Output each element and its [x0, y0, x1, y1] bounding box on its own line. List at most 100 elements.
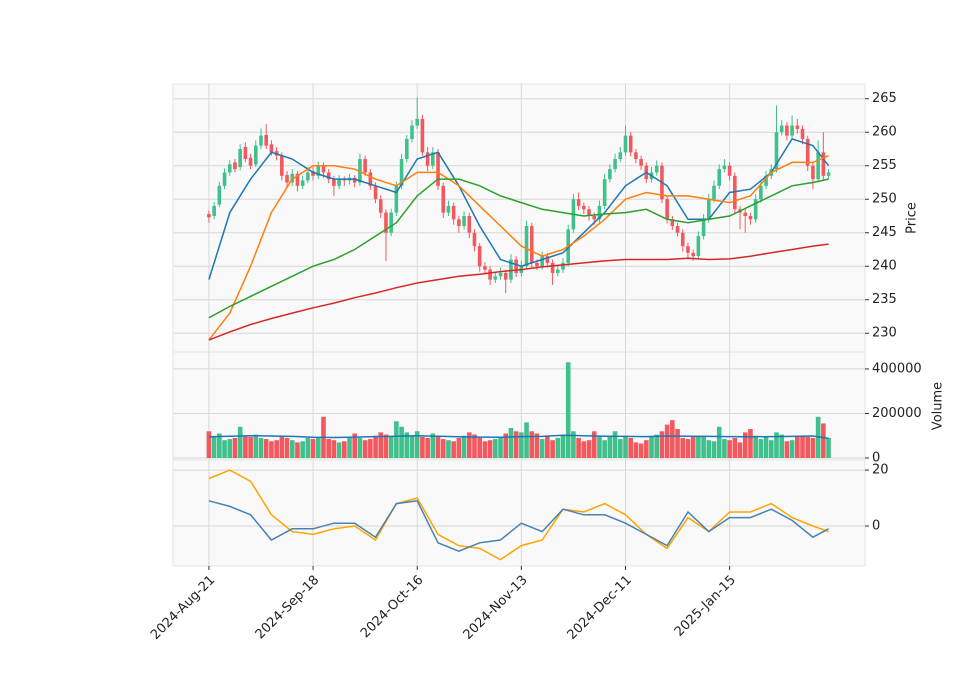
candle-body: [597, 205, 602, 220]
candle-body: [373, 185, 378, 200]
line-series: [208, 469, 829, 561]
volume-bar: [394, 421, 399, 458]
candle-body: [670, 219, 675, 227]
volume-bar: [352, 433, 358, 458]
candle-body: [425, 152, 430, 166]
candle-body: [269, 144, 274, 153]
candle-body: [295, 173, 300, 186]
candle-body: [259, 135, 263, 146]
candle-body: [410, 125, 414, 139]
candle-body: [691, 252, 695, 257]
candle-body: [321, 165, 326, 173]
volume-bar: [357, 437, 363, 458]
volume-bar: [784, 441, 790, 458]
candle-body: [759, 185, 763, 200]
volume-bar: [409, 435, 415, 458]
volume-bar: [602, 440, 607, 458]
volume-bar: [555, 437, 561, 458]
volume-bar: [560, 435, 566, 458]
volume-bar: [649, 436, 654, 458]
volume-bar: [565, 362, 571, 458]
candle-body: [785, 125, 789, 136]
volume-bar: [295, 442, 300, 458]
candle-body: [503, 272, 508, 280]
y-tick-label: 250: [872, 192, 897, 207]
panel-background: [172, 83, 866, 353]
volume-bar: [753, 435, 758, 458]
candle-body: [576, 199, 581, 206]
volume-bar: [768, 440, 774, 458]
candle-body: [212, 205, 216, 216]
volume-bar: [336, 442, 342, 458]
volume-bar: [727, 440, 732, 458]
candle-body: [446, 205, 451, 213]
y-axis-label: Volume: [931, 382, 946, 430]
volume-bar: [534, 433, 540, 458]
volume-bar: [513, 431, 519, 458]
volume-bar: [493, 439, 498, 458]
candle-body: [404, 138, 409, 160]
candle-body: [587, 209, 591, 216]
volume-bar: [425, 437, 430, 458]
y-tick-label: 260: [872, 125, 897, 140]
volume-bar: [430, 433, 436, 458]
candle-body: [477, 246, 482, 267]
y-tick-label: 0: [872, 519, 880, 534]
candle-body: [665, 199, 669, 220]
candle-body: [795, 125, 800, 129]
candle-body: [498, 272, 503, 277]
candle-body: [524, 226, 529, 267]
candle-body: [602, 179, 607, 206]
candle-body: [706, 199, 711, 220]
y-tick-label: 400000: [872, 361, 922, 376]
candle-body: [462, 215, 466, 227]
candle-body: [493, 276, 498, 280]
volume-bar: [675, 429, 680, 458]
volume-bar: [435, 436, 441, 458]
candle-body: [227, 164, 232, 173]
y-tick-label: 235: [872, 292, 897, 307]
volume-bar: [383, 434, 389, 458]
volume-bar: [440, 439, 446, 458]
volume-bar: [519, 432, 524, 458]
x-tick-label: 2024-Aug-21: [148, 573, 218, 643]
volume-bar: [217, 433, 222, 458]
candle-body: [654, 165, 659, 173]
volume-bar: [420, 436, 425, 458]
volume-bar: [591, 431, 597, 458]
volume-bar: [763, 436, 769, 458]
candle-body: [764, 175, 768, 186]
volume-bar: [539, 439, 545, 458]
candle-body: [540, 256, 544, 267]
candle-body: [436, 152, 440, 186]
volume-bar: [263, 439, 269, 458]
volume-bar: [638, 443, 644, 458]
line-series: [208, 155, 829, 341]
volume-bar: [211, 436, 217, 458]
candle-body: [618, 152, 623, 160]
line-series: [208, 243, 829, 341]
line-series: [208, 138, 830, 280]
volume-bar: [706, 440, 712, 458]
volume-bar: [274, 440, 279, 458]
volume-bar: [795, 436, 800, 458]
candle-body: [441, 185, 446, 213]
panel-background: [172, 459, 866, 567]
volume-bar: [289, 440, 295, 458]
candle-body: [634, 152, 638, 160]
candle-body: [280, 155, 284, 176]
volume-bar: [342, 441, 347, 458]
volume-bar: [810, 437, 816, 458]
candle-body: [623, 135, 628, 153]
volume-bar: [664, 424, 670, 458]
volume-bar: [722, 439, 727, 458]
volume-bar: [362, 440, 368, 458]
volume-bar: [243, 435, 248, 458]
volume-bar: [623, 435, 628, 458]
candle-body: [811, 165, 815, 180]
y-tick-label: 230: [872, 326, 897, 341]
candle-body: [592, 215, 597, 220]
candle-body: [207, 213, 211, 218]
candle-body: [358, 159, 362, 183]
candle-body: [545, 256, 550, 263]
